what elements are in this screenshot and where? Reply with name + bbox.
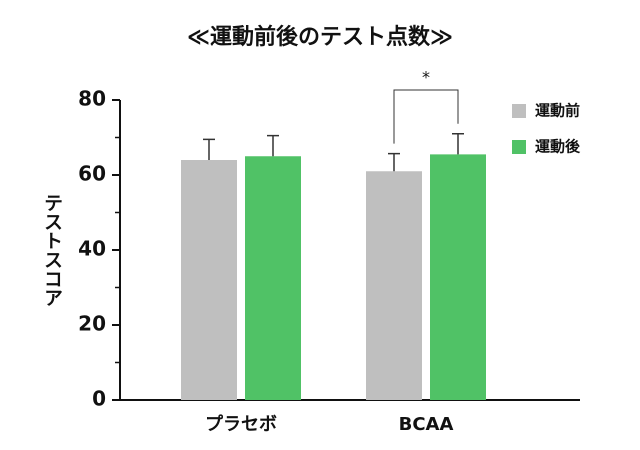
bar	[430, 154, 486, 400]
y-tick-label: 80	[78, 87, 106, 111]
legend-label: 運動前	[535, 102, 580, 120]
annotation: *	[422, 68, 430, 87]
y-tick-label: 20	[78, 312, 106, 336]
x-tick-label: プラセボ	[205, 413, 277, 435]
y-tick-label: 0	[92, 387, 106, 411]
legend-swatch	[512, 140, 526, 154]
y-tick-label: 40	[78, 237, 106, 261]
chart-title: ≪運動前後のテスト点数≫	[187, 24, 453, 50]
y-axis-label: テストスコア	[41, 193, 63, 307]
error-bar	[203, 138, 215, 160]
x-tick-label: BCAA	[399, 414, 454, 435]
y-tick-label: 60	[78, 162, 106, 186]
bar	[181, 160, 237, 400]
legend-label: 運動後	[535, 138, 581, 156]
legend-swatch	[512, 104, 526, 118]
bar	[366, 171, 422, 400]
error-bar	[388, 152, 400, 172]
error-bar	[267, 134, 279, 157]
bar	[245, 156, 301, 400]
significance-bracket	[393, 89, 459, 144]
error-bar	[452, 133, 464, 155]
